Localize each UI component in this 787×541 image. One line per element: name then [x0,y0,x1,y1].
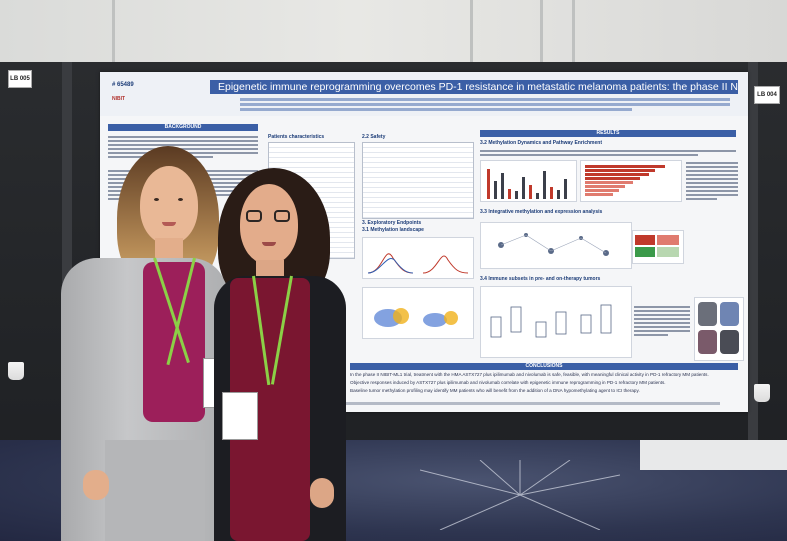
immune-boxplot-figure [480,286,632,358]
person-right [200,160,360,541]
heading-safety: 2.2 Safety [362,134,386,140]
board-number-tag-right: LB 004 [754,86,780,104]
name-badge [222,392,258,440]
figure-hbar [585,193,613,196]
board-post [748,62,758,462]
wall-seam [572,0,575,75]
figure-bar [508,189,511,199]
face [140,166,198,244]
poster-logo: NIBIT [112,96,126,102]
safety-table [362,142,474,219]
poster-footer [120,402,720,405]
gray-trousers [105,440,205,541]
methylation-bar-figure [480,160,577,202]
conclusion-item: In the phase II NIBIT-ML1 trial, treatme… [350,372,709,377]
figure-bar [529,185,532,199]
results-text [480,148,736,158]
figure-bar [522,177,525,199]
hand [310,478,334,508]
person-left [45,140,239,541]
board-number-tag-left: LB 005 [8,70,32,88]
figure-bar [543,171,546,199]
conclusion-item: Objective responses induced by ASTX727 p… [350,380,666,385]
figure-bar [557,190,560,199]
hand [83,470,109,500]
figure-hbar [585,189,619,192]
section-conclusions: CONCLUSIONS [350,363,738,370]
figure-bar [550,187,553,199]
carpet-star-pattern [420,460,620,530]
figure-hbar [585,185,625,188]
side-table [640,440,787,470]
figure-hbar [585,165,665,168]
figure-hbar [585,177,640,180]
heatmap-figure [632,230,684,264]
face [240,184,298,264]
heading-landscape: 3.1 Methylation landscape [362,227,424,233]
figure-hbar [585,173,649,176]
integrative-network-figure [480,222,632,269]
figure-hbar [585,181,633,184]
poster-title: Epigenetic immune reprogramming overcome… [210,80,738,94]
cluster-scatter-figure [362,287,474,339]
figure-bar [501,173,504,199]
section-background: BACKGROUND [108,124,258,131]
paper-cup [754,384,770,402]
figure-hbar [585,169,655,172]
paper-cup [8,362,24,380]
poster-authors [240,96,730,112]
wall-seam [540,0,543,75]
figure-bar [487,169,490,199]
figure-bar [494,181,497,199]
wall-seam [470,0,473,75]
poster-id: # 65489 [112,82,134,88]
figure-bar [564,179,567,199]
heading-methylation-dynamics: 3.2 Methylation Dynamics and Pathway Enr… [480,140,602,146]
side-text [634,304,690,338]
heading-immune: 3.4 Immune subsets in pre- and on-therap… [480,276,601,282]
section-results: RESULTS [480,130,736,137]
heading-integrative: 3.3 Integrative methylation and expressi… [480,209,603,215]
pathway-enrichment-figure [580,160,682,202]
wall-seam [112,0,115,75]
board-post [62,62,72,462]
figure-bar [515,191,518,199]
conclusion-item: Baseline tumor methylation profiling may… [350,388,640,393]
side-text [686,160,738,202]
figure-bar [536,193,539,199]
ihc-images-figure [694,297,744,361]
heading-exploratory: 3. Exploratory Endpoints [362,220,422,226]
heading-patients: Patients characteristics [268,134,325,140]
methylation-density-figure [362,237,474,279]
